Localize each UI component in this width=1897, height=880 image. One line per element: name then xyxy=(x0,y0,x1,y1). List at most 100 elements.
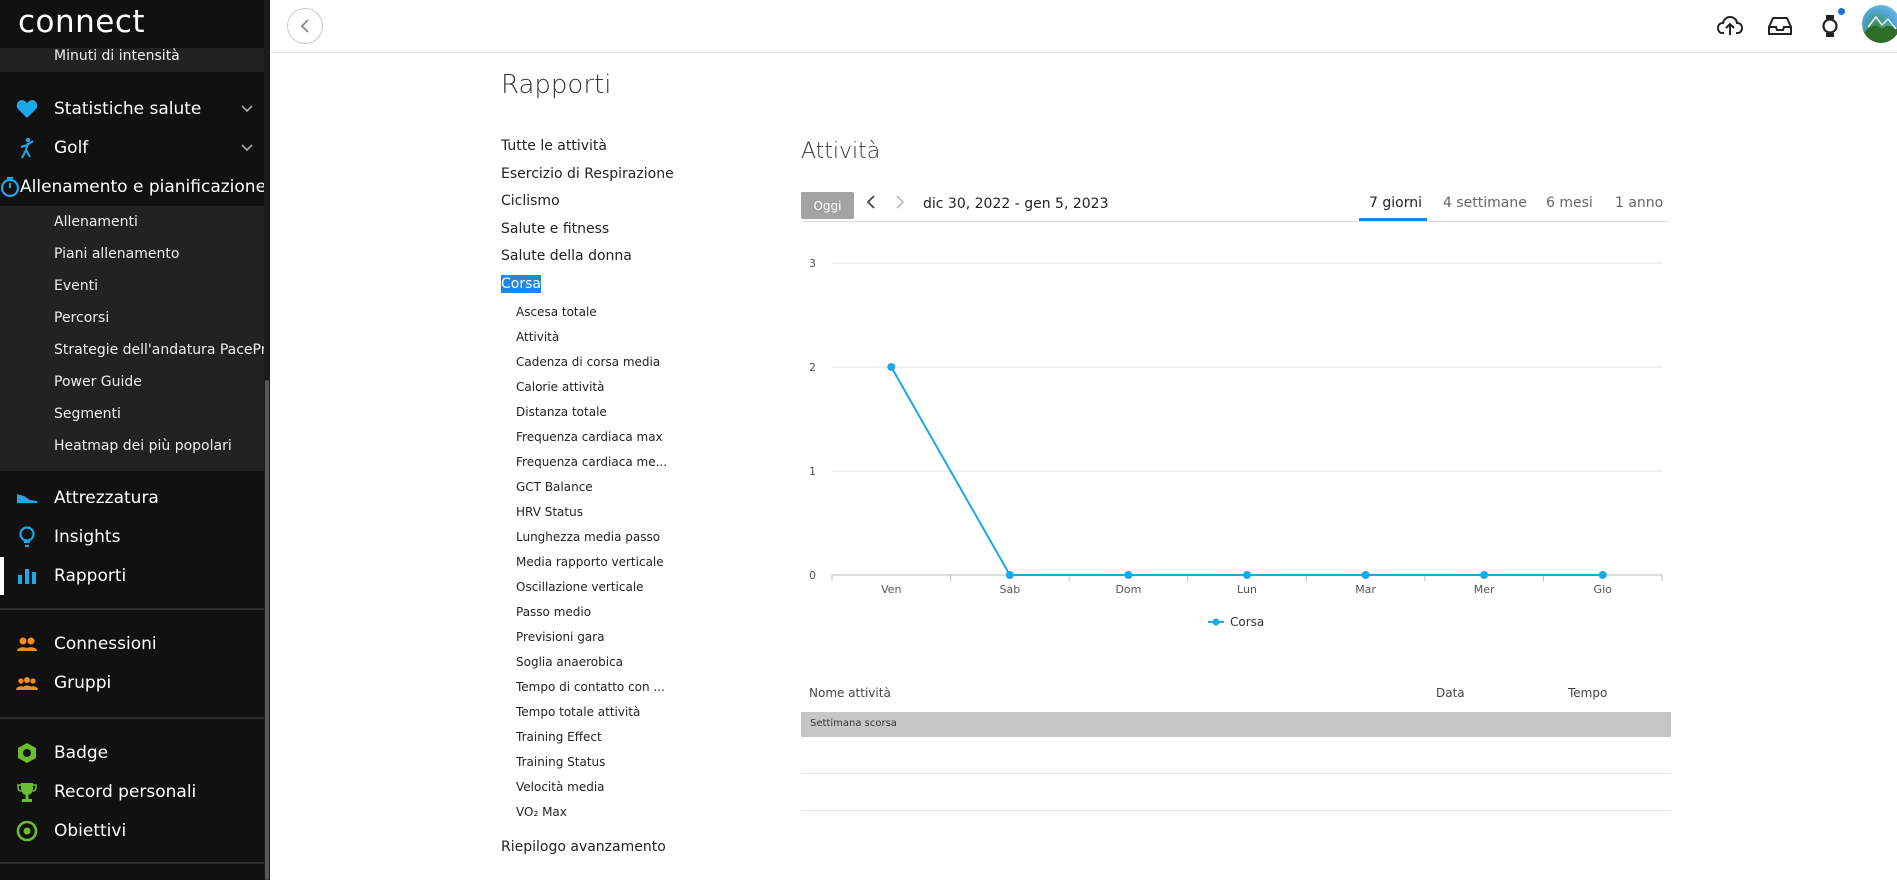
prev-period-button[interactable] xyxy=(866,194,876,214)
inbox-icon[interactable] xyxy=(1764,10,1796,42)
active-indicator xyxy=(0,557,4,595)
sidebar-item-connections[interactable]: Connessioni xyxy=(0,626,264,662)
category-cycling[interactable]: Ciclismo xyxy=(501,193,560,209)
col-date[interactable]: Data xyxy=(1436,686,1465,700)
report-stride-length[interactable]: Lunghezza media passo xyxy=(516,530,661,544)
data-point xyxy=(1243,571,1251,579)
x-tick-label: Gio xyxy=(1594,583,1613,596)
sidebar-sub-events[interactable]: Eventi xyxy=(54,278,98,294)
sidebar-item-label: Obiettivi xyxy=(54,821,127,841)
training-subpanel: Allenamenti Piani allenamento Eventi Per… xyxy=(0,206,270,471)
sidebar-sub-training-plans[interactable]: Piani allenamento xyxy=(54,246,180,262)
group-icon xyxy=(0,675,54,691)
report-vertical-oscillation[interactable]: Oscillazione verticale xyxy=(516,580,644,594)
sidebar-item-golf[interactable]: Golf xyxy=(0,130,264,166)
report-training-effect[interactable]: Training Effect xyxy=(516,730,602,744)
x-tick-label: Lun xyxy=(1237,583,1257,596)
sidebar-item-personal-records[interactable]: Record personali xyxy=(0,774,264,810)
bar-chart-icon xyxy=(0,567,54,585)
sidebar-scroll-thumb[interactable] xyxy=(265,380,269,880)
tab-6-months[interactable]: 6 mesi xyxy=(1546,195,1593,211)
report-title: Attività xyxy=(801,139,881,164)
chevron-down-icon[interactable] xyxy=(230,102,264,116)
chevron-down-icon[interactable] xyxy=(230,141,264,155)
category-running[interactable]: Corsa xyxy=(501,275,541,293)
sidebar-item-label: Statistiche salute xyxy=(54,99,202,119)
table-row-divider xyxy=(801,810,1671,811)
col-activity-name[interactable]: Nome attività xyxy=(809,686,891,700)
avatar[interactable] xyxy=(1862,5,1897,43)
sidebar-item-health-stats[interactable]: Statistiche salute xyxy=(0,91,264,127)
category-all-activities[interactable]: Tutte le attività xyxy=(501,138,607,154)
data-point xyxy=(1005,571,1014,579)
sidebar-item-groups[interactable]: Gruppi xyxy=(0,665,264,701)
report-total-ascent[interactable]: Ascesa totale xyxy=(516,305,597,319)
report-total-distance[interactable]: Distanza totale xyxy=(516,405,607,419)
sidebar-scrollbar[interactable] xyxy=(264,0,270,880)
x-tick-label: Sab xyxy=(999,583,1020,596)
watch-icon[interactable] xyxy=(1814,10,1846,42)
sidebar-item-training[interactable]: Allenamento e pianificazione xyxy=(0,169,266,205)
sidebar-sub-workouts[interactable]: Allenamenti xyxy=(54,214,138,230)
tab-7-days[interactable]: 7 giorni xyxy=(1369,195,1422,211)
tab-1-year[interactable]: 1 anno xyxy=(1615,195,1664,211)
sidebar-divider xyxy=(0,862,264,864)
table-group-header: Settimana scorsa xyxy=(801,712,1671,737)
sidebar-divider xyxy=(0,608,264,610)
report-ground-contact-time[interactable]: Tempo di contatto con ... xyxy=(516,680,665,694)
sidebar-sub-pacepro[interactable]: Strategie dell'andatura PacePro xyxy=(54,342,270,358)
data-point xyxy=(1361,571,1370,579)
report-vertical-ratio[interactable]: Media rapporto verticale xyxy=(516,555,664,569)
next-period-button[interactable] xyxy=(895,194,905,214)
report-training-status[interactable]: Training Status xyxy=(516,755,606,769)
report-gct-balance[interactable]: GCT Balance xyxy=(516,480,593,494)
progress-summary-link[interactable]: Riepilogo avanzamento xyxy=(501,839,666,855)
upload-icon[interactable] xyxy=(1714,10,1746,42)
sidebar-sub-segments[interactable]: Segmenti xyxy=(54,406,121,422)
report-total-time[interactable]: Tempo totale attività xyxy=(516,705,641,719)
report-vo2max[interactable]: VO₂ Max xyxy=(516,805,567,819)
sidebar-item-gear[interactable]: Attrezzatura xyxy=(0,480,264,516)
sidebar-item-badges[interactable]: Badge xyxy=(0,735,264,771)
category-womens-health[interactable]: Salute della donna xyxy=(501,248,632,264)
top-bar xyxy=(270,0,1897,53)
lightbulb-icon xyxy=(0,526,54,548)
report-race-predictions[interactable]: Previsioni gara xyxy=(516,630,605,644)
sidebar-item-insights[interactable]: Insights xyxy=(0,519,264,555)
report-avg-speed[interactable]: Velocità media xyxy=(516,780,605,794)
back-button[interactable] xyxy=(287,8,323,44)
col-time[interactable]: Tempo xyxy=(1568,686,1608,700)
category-breathwork[interactable]: Esercizio di Respirazione xyxy=(501,166,674,182)
badge-icon xyxy=(0,742,54,764)
report-hrv-status[interactable]: HRV Status xyxy=(516,505,583,519)
report-avg-hr[interactable]: Frequenza cardiaca me... xyxy=(516,455,668,469)
data-point xyxy=(1124,571,1133,579)
sidebar-item-goals[interactable]: Obiettivi xyxy=(0,813,264,849)
report-activities[interactable]: Attività xyxy=(516,330,560,344)
sidebar-item-reports[interactable]: Rapporti xyxy=(0,558,264,594)
report-calories[interactable]: Calorie attività xyxy=(516,380,605,394)
report-avg-pace[interactable]: Passo medio xyxy=(516,605,592,619)
sidebar-item-label: Badge xyxy=(54,743,109,763)
chevron-left-icon xyxy=(866,195,875,209)
sidebar-item-label: Golf xyxy=(54,138,89,158)
report-avg-cadence[interactable]: Cadenza di corsa media xyxy=(516,355,661,369)
category-health-fitness[interactable]: Salute e fitness xyxy=(501,221,610,237)
app-logo[interactable]: connect xyxy=(18,4,146,40)
today-button[interactable]: Oggi xyxy=(801,192,854,219)
legend-label: Corsa xyxy=(1230,615,1264,629)
table-row-divider xyxy=(801,773,1671,774)
sidebar-sub-courses[interactable]: Percorsi xyxy=(54,310,110,326)
shoe-icon xyxy=(0,491,54,505)
report-lactate-threshold[interactable]: Soglia anaerobica xyxy=(516,655,624,669)
tabs-divider xyxy=(801,221,1669,222)
target-icon xyxy=(0,820,54,842)
data-point xyxy=(1598,571,1607,579)
sidebar-sub-heatmap[interactable]: Heatmap dei più popolari xyxy=(54,438,232,454)
sidebar-sub-intensity-minutes[interactable]: Minuti di intensità xyxy=(54,48,180,64)
sidebar-sub-power-guide[interactable]: Power Guide xyxy=(54,374,142,390)
golf-icon xyxy=(0,137,54,159)
sidebar-item-label: Record personali xyxy=(54,782,197,802)
tab-4-weeks[interactable]: 4 settimane xyxy=(1443,195,1527,211)
report-max-hr[interactable]: Frequenza cardiaca max xyxy=(516,430,663,444)
